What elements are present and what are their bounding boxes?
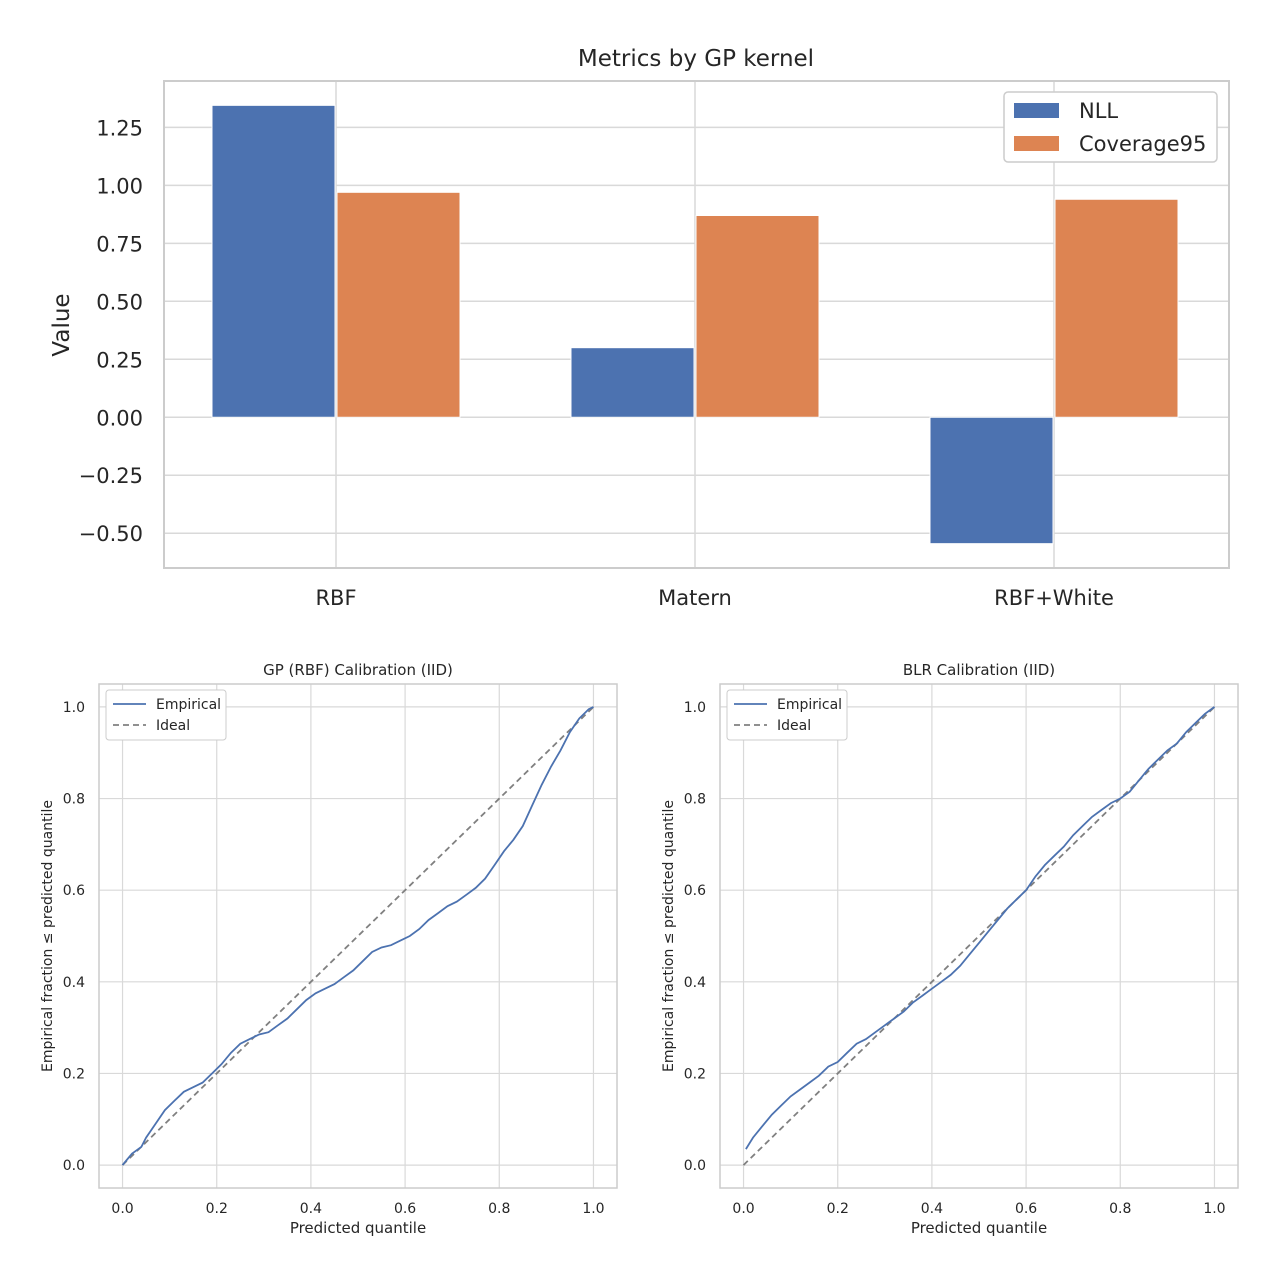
y-tick-label: 0.4 — [684, 975, 706, 991]
legend-label: Coverage95 — [1079, 132, 1206, 156]
legend-label: Empirical — [777, 697, 842, 713]
calibration-chart-blr: 0.0 0.2 0.4 0.6 0.8 1.0 0.0 0.2 0.4 0.6 0.8 1.0 BLR … — [661, 661, 1239, 1237]
legend-label: Empirical — [156, 697, 221, 713]
y-tick-label: 1.0 — [684, 700, 706, 716]
y-tick-label: 0.8 — [63, 792, 85, 808]
chart-title: Metrics by GP kernel — [578, 46, 814, 72]
plot-frame — [98, 683, 618, 1189]
bar-nll-rbf-white — [929, 416, 1054, 545]
legend: Empirical Ideal — [726, 689, 848, 741]
x-tick-label: 0.2 — [827, 1201, 849, 1217]
y-tick-label: 0.0 — [63, 1158, 85, 1174]
series-line-empirical — [745, 706, 1216, 1150]
x-axis-label: Predicted quantile — [290, 1219, 426, 1237]
x-axis-label: Predicted quantile — [911, 1219, 1047, 1237]
y-tick-label: −0.50 — [79, 522, 143, 546]
x-tick-label: RBF+White — [994, 586, 1114, 610]
bar-coverage95-rbf-white — [1054, 198, 1179, 418]
y-tick-label: 0.50 — [96, 290, 143, 314]
y-tick-label: 0.00 — [96, 406, 143, 430]
x-tick-label: 1.0 — [582, 1201, 604, 1217]
chart-title: GP (RBF) Calibration (IID) — [263, 661, 453, 679]
bar-nll-matern — [570, 347, 695, 418]
legend-box — [726, 689, 848, 741]
x-tick-label: 0.6 — [1015, 1201, 1037, 1217]
y-tick-label: 0.6 — [63, 883, 85, 899]
y-axis-label: Value — [49, 293, 75, 356]
y-tick-label: 0.2 — [63, 1066, 85, 1082]
y-axis-label: Empirical fraction ≤ predicted quantile — [40, 800, 56, 1072]
x-tick-label: 0.2 — [206, 1201, 228, 1217]
y-tick-label: 0.6 — [684, 883, 706, 899]
legend-label: Ideal — [156, 718, 190, 734]
x-tick-label: 0.4 — [300, 1201, 322, 1217]
y-tick-label: 1.25 — [96, 116, 143, 140]
chart-title: BLR Calibration (IID) — [903, 661, 1055, 679]
x-tick-label: 0.0 — [111, 1201, 133, 1217]
y-tick-label: −0.25 — [79, 464, 143, 488]
y-tick-label: 1.00 — [96, 174, 143, 198]
y-tick-label: 1.0 — [63, 700, 85, 716]
y-tick-label: 0.4 — [63, 975, 85, 991]
legend: NLL Coverage95 — [1003, 91, 1218, 163]
y-tick-label: 0.25 — [96, 348, 143, 372]
plot-frame — [163, 80, 1230, 569]
bar-coverage95-matern — [695, 215, 820, 418]
legend-label: NLL — [1079, 99, 1118, 123]
x-tick-label: 0.0 — [732, 1201, 754, 1217]
y-tick-label: 0.2 — [684, 1066, 706, 1082]
x-tick-label: Matern — [658, 586, 732, 610]
legend: Empirical Ideal — [105, 689, 227, 741]
legend-label: Ideal — [777, 718, 811, 734]
bar-chart: −0.50 −0.25 0.00 0.25 0.50 0.75 1.00 1.25 RBF Mat… — [49, 46, 1230, 610]
y-tick-label: 0.75 — [96, 232, 143, 256]
x-tick-label: 1.0 — [1203, 1201, 1225, 1217]
series-line-empirical — [121, 706, 594, 1166]
x-tick-label: 0.8 — [488, 1201, 510, 1217]
bar-coverage95-rbf — [336, 191, 461, 418]
y-tick-label: 0.0 — [684, 1158, 706, 1174]
legend-swatch — [1014, 103, 1059, 118]
calibration-chart-gp-rbf: 0.0 0.2 0.4 0.6 0.8 1.0 0.0 0.2 0.4 0.6 0.8 1.0 GP (… — [40, 661, 618, 1237]
plot-frame — [719, 683, 1239, 1189]
x-tick-label: 0.4 — [921, 1201, 943, 1217]
y-axis-label: Empirical fraction ≤ predicted quantile — [661, 800, 677, 1072]
x-tick-label: 0.8 — [1109, 1201, 1131, 1217]
y-tick-label: 0.8 — [684, 792, 706, 808]
x-tick-label: RBF — [315, 586, 356, 610]
legend-box — [105, 689, 227, 741]
legend-swatch — [1014, 136, 1059, 151]
x-tick-label: 0.6 — [394, 1201, 416, 1217]
bar-nll-rbf — [211, 104, 336, 418]
